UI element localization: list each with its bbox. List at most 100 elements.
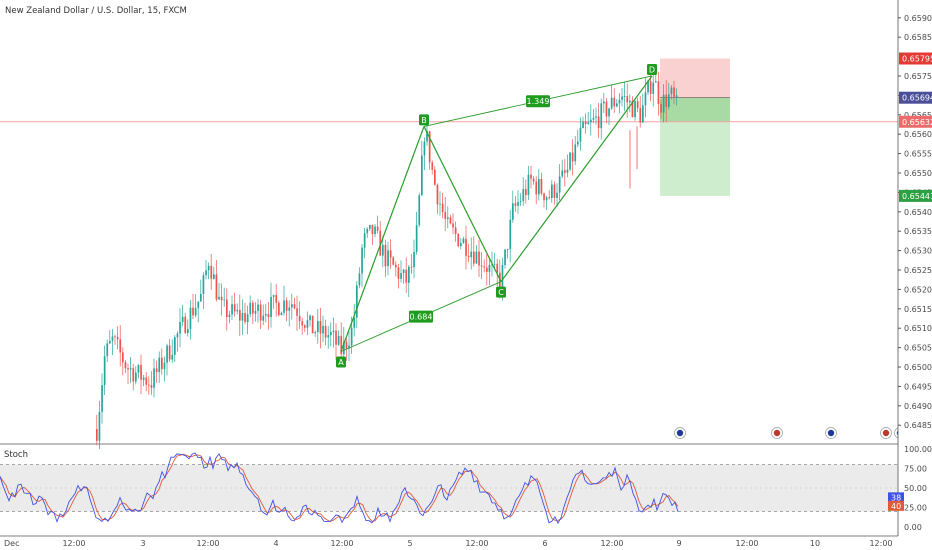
candle-up bbox=[488, 264, 491, 272]
x-tick-label[interactable]: 5 bbox=[407, 539, 412, 548]
x-tick-label[interactable]: 6 bbox=[542, 539, 547, 548]
economic-event-icon[interactable] bbox=[825, 427, 837, 439]
candle-up bbox=[600, 103, 603, 129]
stoch-band-fill bbox=[0, 464, 898, 512]
x-tick-label[interactable]: Dec bbox=[4, 539, 19, 548]
candle-up bbox=[288, 307, 291, 311]
price-axis[interactable]: 0.659000.658500.657500.657000.656500.656… bbox=[888, 0, 932, 550]
x-tick-label[interactable]: 12:00 bbox=[196, 539, 219, 548]
price-grid bbox=[0, 443, 932, 537]
candle-up bbox=[493, 263, 496, 265]
candle-up bbox=[241, 312, 244, 321]
candle-down bbox=[239, 309, 241, 321]
candle-up bbox=[558, 176, 561, 193]
candle-up bbox=[662, 94, 665, 113]
price-axis-bg bbox=[898, 0, 932, 550]
stoch-y-tick-label: 0.00 bbox=[904, 523, 922, 532]
candle-up bbox=[647, 80, 649, 93]
candle-down bbox=[252, 302, 254, 314]
economic-event-icon[interactable] bbox=[674, 427, 686, 439]
candle-up bbox=[176, 333, 179, 338]
candle-up bbox=[327, 335, 330, 338]
pattern-leg-bc bbox=[423, 126, 502, 282]
pattern-ratio-badge bbox=[409, 310, 433, 323]
price-tag-value: 0.65441 bbox=[902, 192, 932, 201]
economic-event-icon[interactable] bbox=[771, 427, 783, 439]
candle-up bbox=[111, 336, 114, 341]
candle-down bbox=[496, 263, 499, 273]
candle-down bbox=[127, 368, 129, 370]
candle-up bbox=[246, 314, 249, 323]
x-tick-label[interactable]: 12:00 bbox=[869, 539, 892, 548]
pattern-point-d-badge bbox=[647, 63, 657, 75]
candle-up bbox=[348, 345, 350, 349]
x-tick-label[interactable]: 9 bbox=[676, 539, 681, 548]
candle-down bbox=[486, 267, 488, 272]
candle-up bbox=[363, 233, 366, 248]
economic-event-icon[interactable] bbox=[880, 427, 892, 439]
candle-down bbox=[220, 296, 223, 301]
candle-down bbox=[480, 265, 483, 267]
candle-down bbox=[311, 315, 314, 334]
stoch-d-value: 40 bbox=[891, 502, 901, 511]
candle-up bbox=[579, 128, 582, 142]
time-axis[interactable]: Dec 12:00 3 12:00 4 12:00 5 12:00 6 12:00 9 12:00 10… bbox=[4, 539, 893, 548]
candle-up bbox=[634, 101, 636, 118]
candle-up bbox=[103, 356, 106, 386]
price-tag-target: 0.65441 bbox=[899, 189, 932, 202]
candle-up bbox=[603, 101, 605, 104]
x-tick-label[interactable]: 4 bbox=[273, 539, 278, 548]
candle-up bbox=[616, 103, 618, 107]
candle-down bbox=[161, 357, 163, 370]
x-tick-label[interactable]: 3 bbox=[140, 539, 145, 548]
candle-up bbox=[142, 377, 145, 380]
candle-down bbox=[304, 325, 306, 328]
candle-up bbox=[265, 314, 267, 316]
pattern-ratio-label: 0.684 bbox=[410, 313, 433, 322]
candle-down bbox=[285, 300, 288, 311]
candle-up bbox=[179, 322, 181, 334]
candle-up bbox=[610, 97, 613, 109]
candle-up bbox=[181, 316, 184, 323]
candle-up bbox=[254, 310, 257, 314]
candle-up bbox=[538, 178, 540, 195]
candle-up bbox=[642, 105, 644, 123]
candle-up bbox=[207, 265, 210, 271]
candle-down bbox=[168, 345, 171, 360]
event-markers[interactable] bbox=[674, 427, 906, 439]
x-tick-label[interactable]: 12:00 bbox=[465, 539, 488, 548]
x-tick-label[interactable]: 12:00 bbox=[330, 539, 353, 548]
x-tick-label[interactable]: 12:00 bbox=[600, 539, 623, 548]
candle-down bbox=[397, 267, 400, 279]
candle-down bbox=[298, 315, 301, 322]
stoch-y-tick-label: 50.00 bbox=[904, 484, 927, 493]
candle-down bbox=[293, 304, 296, 309]
x-tick-label[interactable]: 12:00 bbox=[735, 539, 758, 548]
candle-up bbox=[382, 244, 384, 256]
candle-up bbox=[545, 197, 548, 201]
candle-up bbox=[595, 116, 597, 118]
candle-down bbox=[114, 336, 116, 338]
candle-down bbox=[389, 250, 392, 258]
candle-up bbox=[283, 300, 285, 313]
candle-up bbox=[621, 96, 623, 100]
candle-up bbox=[462, 238, 465, 244]
candle-down bbox=[371, 224, 374, 235]
candle-down bbox=[376, 226, 379, 231]
x-tick-label[interactable]: 12:00 bbox=[62, 539, 85, 548]
x-tick-label[interactable]: 10 bbox=[810, 539, 820, 548]
candle-down bbox=[514, 203, 517, 206]
candle-up bbox=[670, 87, 673, 95]
stochastic-pane bbox=[0, 452, 898, 525]
candle-down bbox=[324, 325, 327, 338]
price-tag-current: 0.65694 bbox=[899, 91, 932, 104]
stoch-k-tag: 38 bbox=[888, 492, 904, 503]
candle-up bbox=[200, 293, 202, 302]
candle-up bbox=[460, 243, 462, 247]
price-tag-bg bbox=[899, 115, 932, 128]
